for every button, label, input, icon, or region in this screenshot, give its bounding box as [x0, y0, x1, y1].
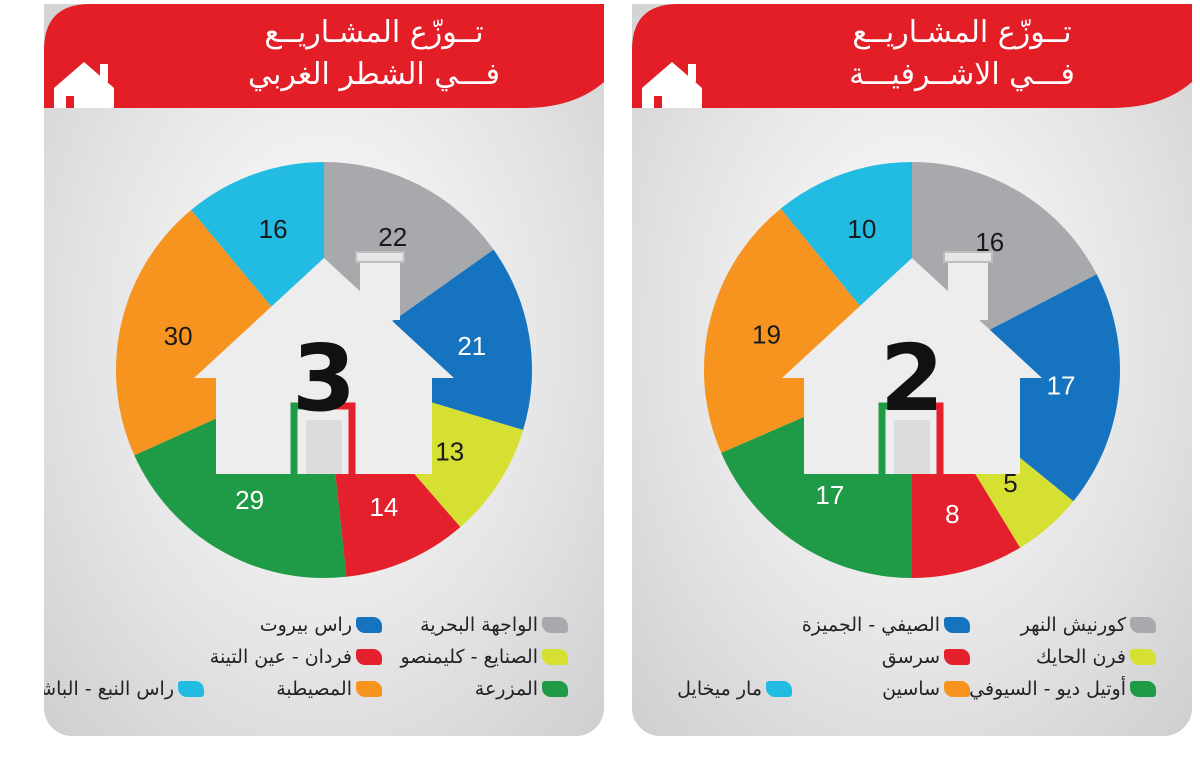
slice-value-label: 30: [164, 321, 193, 351]
slice-value-label: 5: [1003, 468, 1017, 498]
legend-item: الواجهة البحرية: [420, 614, 568, 636]
slice-value-label: 13: [435, 436, 464, 466]
legend-label: ساسين: [882, 678, 940, 700]
legend-item: فرن الحايك: [1036, 646, 1156, 668]
legend-item: كورنيش النهر: [1021, 614, 1156, 636]
legend-item: الصيفي - الجميزة: [802, 614, 970, 636]
pie-chart: 16 17 5 8 17 19 10 2: [704, 162, 1120, 578]
legend-swatch: [178, 681, 204, 697]
legend-item: راس بيروت: [260, 614, 382, 636]
house-icon: [782, 251, 1042, 474]
legend-swatch: [542, 681, 568, 697]
legend-item: الصنايع - كليمنصو: [401, 646, 568, 668]
slice-value-label: 21: [457, 331, 486, 361]
legend-label: المصيطبة: [276, 678, 352, 700]
legend-swatch: [356, 649, 382, 665]
legend-swatch: [542, 649, 568, 665]
legend-swatch: [944, 617, 970, 633]
slice-value-label: 16: [259, 214, 288, 244]
title-banner: [632, 4, 1192, 108]
legend-label: الصيفي - الجميزة: [801, 614, 940, 636]
legend-swatch: [1130, 617, 1156, 633]
legend: الواجهة البحرية راس بيروت الصنايع - كليمنص…: [44, 608, 604, 718]
slice-value-label: 19: [752, 320, 781, 350]
legend-swatch: [944, 681, 970, 697]
legend-item: مار ميخايل: [677, 678, 792, 700]
legend-label: راس النبع - الباشورة: [44, 678, 174, 700]
legend-swatch: [356, 681, 382, 697]
legend-item: المصيطبة: [276, 678, 382, 700]
legend-label: كورنيش النهر: [1020, 614, 1126, 636]
legend-item: ساسين: [882, 678, 970, 700]
legend-label: الصنايع - كليمنصو: [400, 646, 538, 668]
title-line-1: تــوزّع المشـاريــع: [264, 15, 484, 50]
legend-label: فردان - عين التينة: [209, 646, 352, 668]
house-icon: [194, 251, 454, 474]
legend-label: مار ميخايل: [677, 678, 762, 700]
pie-labels: 16 17 5 8 17 19 10: [752, 214, 1075, 529]
title-line-2: فـــي الاشــرفيـــة: [849, 57, 1075, 92]
legend-label: راس بيروت: [259, 614, 352, 636]
legend: كورنيش النهر الصيفي - الجميزة فرن الحايك سر…: [632, 608, 1192, 718]
legend-swatch: [356, 617, 382, 633]
slice-value-label: 29: [235, 485, 264, 515]
center-number: 2: [880, 325, 944, 432]
legend-item: راس النبع - الباشورة: [44, 678, 204, 700]
chart-title: تــوزّع المشـاريــع فـــي الشطر الغربي: [164, 12, 584, 96]
legend-item: فردان - عين التينة: [210, 646, 382, 668]
legend-swatch: [944, 649, 970, 665]
legend-label: المزرعة: [474, 678, 538, 700]
chart-card-east: تــوزّع المشـاريــع فـــي الاشــرفيـــة …: [632, 4, 1192, 736]
center-number: 3: [292, 325, 356, 432]
title-banner: [44, 4, 604, 108]
legend-item: أوتيل ديو - السيوفي: [969, 678, 1156, 700]
slice-value-label: 16: [975, 227, 1004, 257]
legend-item: سرسق: [882, 646, 970, 668]
title-line-1: تــوزّع المشـاريــع: [852, 15, 1072, 50]
legend-label: الواجهة البحرية: [420, 614, 538, 636]
pie-labels: 22 21 13 14 29 30 16: [164, 214, 487, 522]
slice-value-label: 17: [815, 480, 844, 510]
pie-slice: [116, 210, 324, 456]
slice-value-label: 10: [847, 214, 876, 244]
slice-value-label: 8: [945, 499, 959, 529]
legend-swatch: [1130, 681, 1156, 697]
legend-label: أوتيل ديو - السيوفي: [969, 678, 1126, 700]
legend-label: سرسق: [881, 646, 940, 668]
legend-item: المزرعة: [475, 678, 568, 700]
legend-swatch: [542, 617, 568, 633]
legend-swatch: [766, 681, 792, 697]
pie-chart: 22 21 13 14 29 30 16 3: [116, 162, 532, 578]
legend-label: فرن الحايك: [1036, 646, 1126, 668]
legend-swatch: [1130, 649, 1156, 665]
chart-title: تــوزّع المشـاريــع فـــي الاشــرفيـــة: [752, 12, 1172, 96]
chart-card-west: تــوزّع المشـاريــع فـــي الشطر الغربي 2…: [44, 4, 604, 736]
slice-value-label: 22: [378, 222, 407, 252]
slice-value-label: 17: [1047, 370, 1076, 400]
slice-value-label: 14: [369, 492, 398, 522]
title-line-2: فـــي الشطر الغربي: [247, 57, 501, 92]
